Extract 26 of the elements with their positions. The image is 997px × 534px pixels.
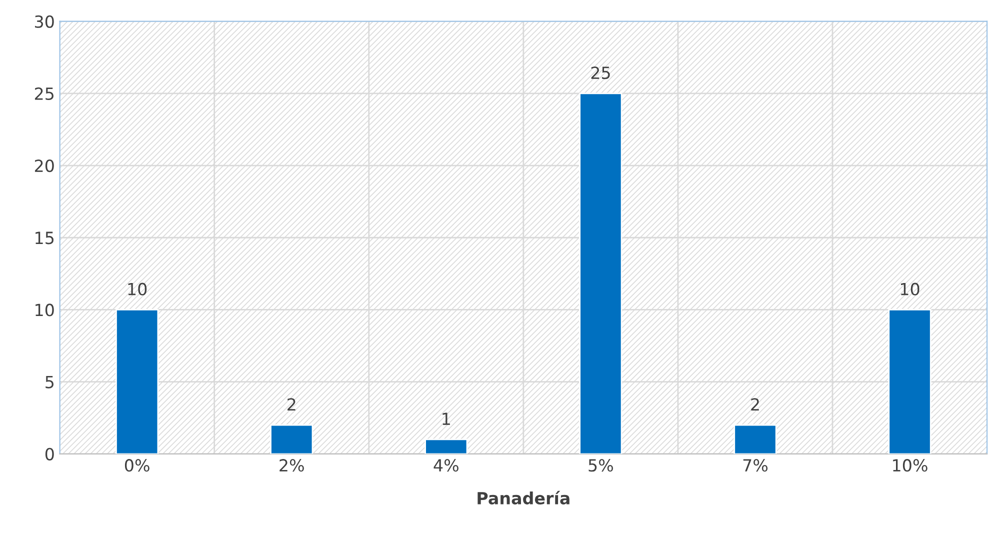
data-label: 25 bbox=[591, 66, 610, 80]
bar bbox=[270, 424, 314, 454]
bar bbox=[424, 438, 468, 454]
x-tick-label: 4% bbox=[434, 459, 458, 472]
x-tick-label: 2% bbox=[280, 459, 304, 472]
x-tick-label: 0% bbox=[124, 459, 150, 472]
y-tick-label: 5 bbox=[46, 376, 54, 388]
data-label: 2 bbox=[288, 398, 296, 410]
data-label: 2 bbox=[751, 398, 759, 410]
bar bbox=[734, 424, 777, 454]
data-label: 10 bbox=[900, 282, 920, 296]
data-label: 10 bbox=[128, 282, 147, 296]
y-tick-label: 30 bbox=[35, 15, 54, 28]
y-tick-label: 20 bbox=[34, 160, 54, 172]
x-tick-label: 7% bbox=[743, 459, 768, 472]
x-tick-label: 5% bbox=[588, 459, 613, 472]
bar bbox=[116, 309, 159, 454]
bar bbox=[888, 309, 932, 454]
y-tick-label: 25 bbox=[34, 87, 54, 100]
y-tick-label: 0 bbox=[45, 448, 54, 460]
y-tick-label: 10 bbox=[36, 304, 54, 316]
bar bbox=[579, 92, 622, 454]
data-label: 1 bbox=[442, 412, 450, 425]
x-tick-label: 10% bbox=[893, 459, 928, 472]
y-tick-label: 15 bbox=[36, 232, 54, 244]
x-axis-title: Panadería bbox=[478, 490, 570, 504]
